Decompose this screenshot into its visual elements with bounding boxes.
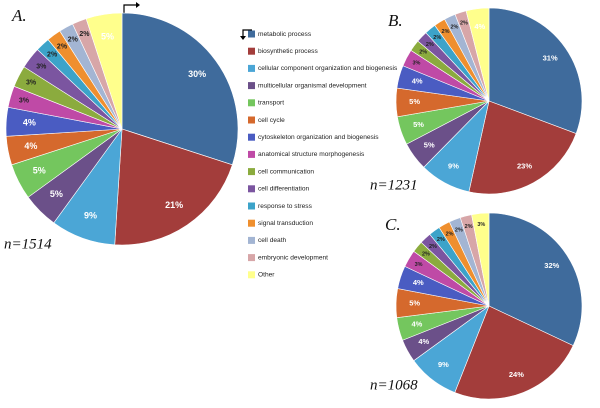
data-label: 4% <box>413 278 424 287</box>
panel-label: C. <box>385 215 401 234</box>
data-label: 2% <box>465 224 473 230</box>
sample-size: n=1068 <box>370 377 418 393</box>
pie-slice <box>114 128 233 246</box>
data-label: 9% <box>84 211 97 221</box>
legend-label: signal transduction <box>258 220 313 227</box>
pie-slice <box>121 12 239 166</box>
data-label: 30% <box>188 69 206 79</box>
sample-size: n=1514 <box>4 236 52 252</box>
data-label: 4% <box>412 319 423 328</box>
data-label: 2% <box>429 244 437 250</box>
arrow-head <box>240 36 246 40</box>
pie-slice <box>471 212 490 307</box>
data-label: 9% <box>448 161 459 170</box>
data-label: 5% <box>413 120 424 129</box>
legend-label: transport <box>258 100 284 107</box>
data-label: 4% <box>418 337 429 346</box>
data-label: 5% <box>409 299 420 308</box>
legend-swatch <box>248 185 255 193</box>
pie-slice <box>488 212 583 346</box>
legend-label: embryonic development <box>258 254 328 261</box>
legend-swatch <box>248 150 255 158</box>
pie-slice <box>85 12 123 130</box>
legend-swatch <box>248 64 255 72</box>
data-label: 3% <box>413 61 421 67</box>
data-label: 2% <box>437 237 445 243</box>
legend-label: metabolic process <box>258 31 312 38</box>
data-label: 2% <box>57 43 68 50</box>
panel-label: A. <box>11 6 27 25</box>
legend-swatch <box>248 236 255 244</box>
legend-swatch <box>248 168 255 176</box>
legend-swatch <box>248 82 255 90</box>
legend-swatch <box>248 116 255 124</box>
data-label: 2% <box>68 36 79 43</box>
legend-label: Other <box>258 272 275 279</box>
data-label: 2% <box>442 29 450 35</box>
data-label: 31% <box>543 54 558 63</box>
data-label: 5% <box>409 97 420 106</box>
legend-label: cell differentiation <box>258 186 310 193</box>
data-label: 21% <box>165 200 183 210</box>
data-label: 2% <box>455 227 463 233</box>
data-label: 4% <box>474 22 485 31</box>
data-label: 5% <box>101 32 114 42</box>
data-label: 2% <box>433 35 441 41</box>
data-label: 2% <box>419 50 427 56</box>
data-label: 2% <box>460 21 468 27</box>
legend-label: cell cycle <box>258 117 285 124</box>
data-label: 4% <box>24 141 37 151</box>
pie-slice <box>465 7 490 102</box>
data-label: 4% <box>23 118 36 128</box>
data-label: 9% <box>438 360 449 369</box>
data-label: 2% <box>422 251 430 257</box>
data-label: 24% <box>509 370 524 379</box>
data-label: 23% <box>517 161 532 170</box>
data-label: 5% <box>424 140 435 149</box>
sample-size: n=1231 <box>370 177 418 193</box>
legend-label: multicellular organismal development <box>258 82 367 89</box>
data-label: 3% <box>477 222 485 228</box>
data-label: 4% <box>412 77 423 86</box>
legend-swatch <box>248 219 255 227</box>
legend-swatch <box>248 30 255 38</box>
legend-swatch <box>248 133 255 141</box>
arrow-head <box>136 2 140 8</box>
legend-label: cell death <box>258 237 287 244</box>
arrow <box>123 4 138 16</box>
legend-swatch <box>248 47 255 55</box>
legend-label: anatomical structure morphogenesis <box>258 151 365 158</box>
legend-label: cellular component organization and biog… <box>258 65 398 72</box>
pie-slice <box>468 100 577 195</box>
data-label: 2% <box>451 24 459 30</box>
data-label: 3% <box>19 97 30 104</box>
arrow <box>242 29 252 38</box>
data-label: 3% <box>415 262 423 268</box>
data-label: 2% <box>426 42 434 48</box>
data-label: 5% <box>50 189 63 199</box>
legend-label: response to stress <box>258 203 313 210</box>
data-label: 2% <box>446 232 454 238</box>
data-label: 32% <box>544 261 559 270</box>
legend-swatch <box>248 254 255 262</box>
legend-label: biosynthetic process <box>258 48 318 55</box>
pie-slice <box>488 7 583 134</box>
legend-label: cytoskeleton organization and biogenesis <box>258 134 379 141</box>
legend-label: cell communication <box>258 168 314 175</box>
legend-swatch <box>248 271 255 279</box>
data-label: 5% <box>33 166 46 176</box>
pie-slice <box>454 305 574 400</box>
data-label: 3% <box>36 63 47 70</box>
legend-swatch <box>248 99 255 107</box>
data-label: 3% <box>26 80 37 87</box>
panel-label: B. <box>388 11 403 30</box>
legend-swatch <box>248 202 255 210</box>
data-label: 2% <box>79 31 90 38</box>
data-label: 2% <box>47 51 58 58</box>
